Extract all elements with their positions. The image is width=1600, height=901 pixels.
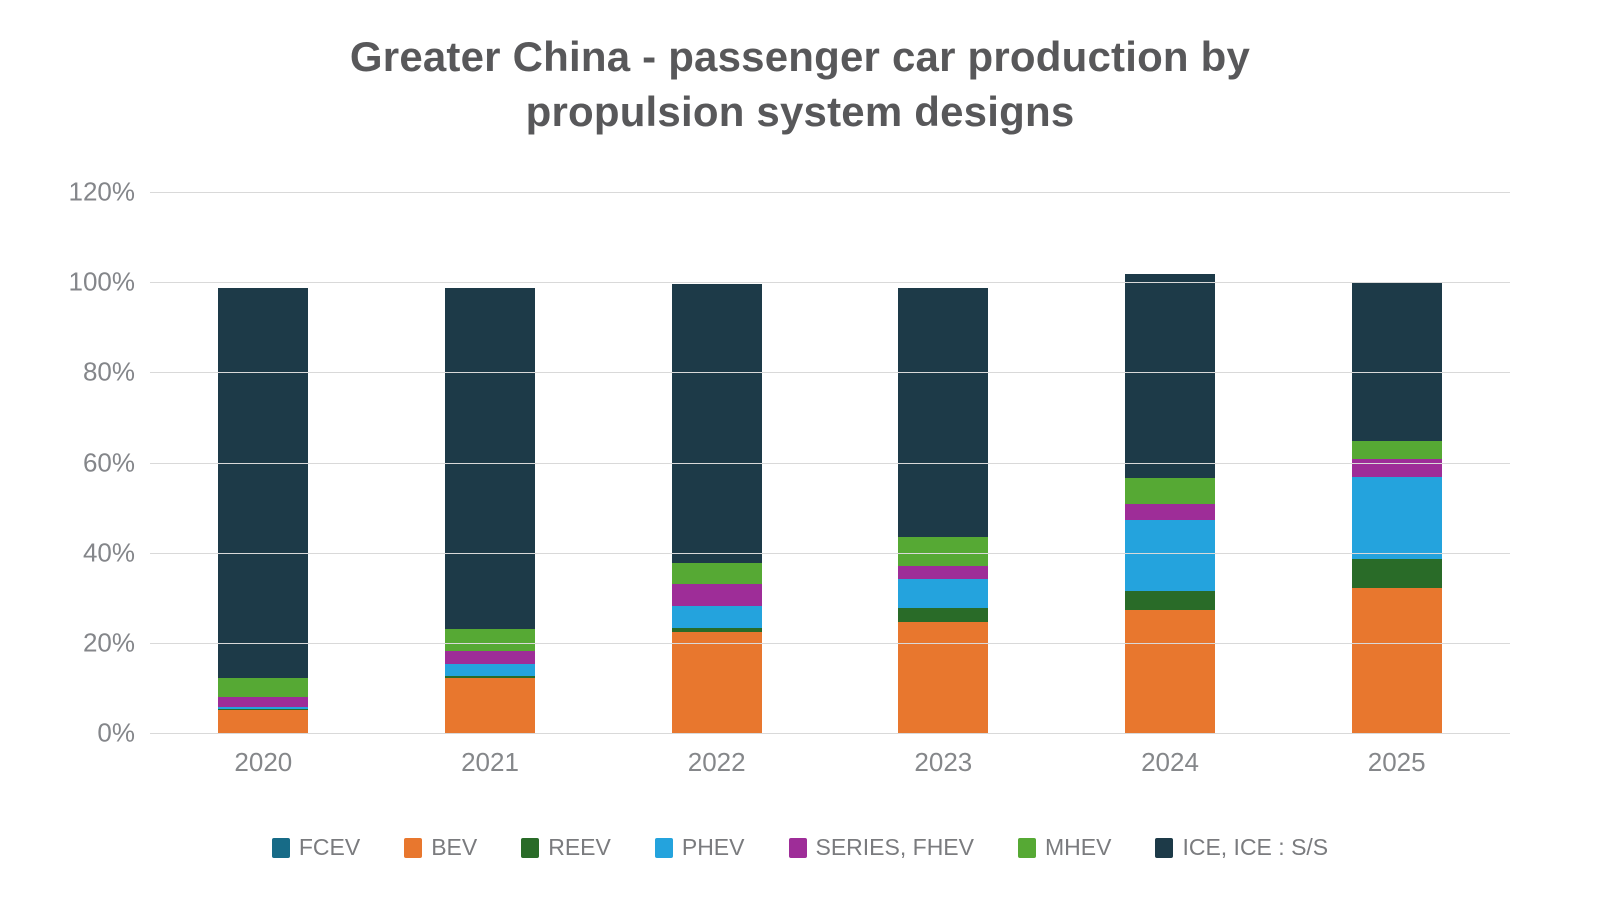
bar-segment-2023-ice-ice-s-s xyxy=(898,287,989,538)
legend-item-fcev: FCEV xyxy=(271,834,361,861)
legend-swatch-icon-fcev xyxy=(271,837,290,858)
bar-segment-2024-ice-ice-s-s xyxy=(1125,274,1216,478)
stacked-bar-2025 xyxy=(1351,283,1442,733)
bar-segment-2021-mhev xyxy=(445,629,535,652)
legend-label-reev: REEV xyxy=(548,834,611,860)
legend-label-phev: PHEV xyxy=(681,834,745,860)
bar-segment-2020-ice-ice-s-s xyxy=(218,287,309,678)
bars-row xyxy=(150,192,1510,733)
legend-item-bev: BEV xyxy=(404,834,477,861)
bar-segment-2020-mhev xyxy=(218,677,309,697)
stacked-bar-2022 xyxy=(671,284,762,733)
stacked-bar-2020 xyxy=(218,287,309,733)
legend-label-series-fhev: SERIES, FHEV xyxy=(815,834,974,860)
x-tick-label-2022: 2022 xyxy=(687,747,746,777)
legend-item-reev: REEV xyxy=(521,834,611,861)
legend-swatch-icon-reev xyxy=(521,837,540,858)
gridline-120 xyxy=(150,192,1510,193)
bar-slot-2024 xyxy=(1057,192,1284,733)
legend-swatch-icon-series-fhev xyxy=(788,837,807,858)
x-axis: 2020 2021 2022 2023 2024 2025 xyxy=(150,747,1510,778)
bar-segment-2025-series-fhev xyxy=(1351,459,1442,477)
bar-segment-2021-series-fhev xyxy=(445,651,535,664)
bar-segment-2022-bev xyxy=(671,631,762,733)
chart-title-line1: Greater China - passenger car production… xyxy=(349,33,1251,80)
bar-slot-2023 xyxy=(830,192,1057,733)
y-axis: 120% 100% 80% 60% 40% 20% 0% xyxy=(35,177,136,748)
legend-swatch-icon-phev xyxy=(654,837,673,858)
bar-segment-2023-bev xyxy=(898,621,989,733)
bar-segment-2023-reev xyxy=(898,607,989,622)
bar-segment-2024-series-fhev xyxy=(1125,504,1216,521)
bar-segment-2020-phev xyxy=(218,706,309,710)
bar-segment-2025-reev xyxy=(1351,559,1442,589)
legend-item-ice-ice-s-s: ICE, ICE : S/S xyxy=(1155,834,1328,861)
y-tick-label-100: 100% xyxy=(68,266,136,297)
bar-segment-2021-bev xyxy=(445,677,535,733)
bar-segment-2022-reev xyxy=(671,627,762,632)
legend-item-phev: PHEV xyxy=(654,834,745,861)
legend-swatch-icon-ice-ice-s-s xyxy=(1155,837,1174,858)
x-tick-label-2025: 2025 xyxy=(1367,747,1426,777)
gridline-0 xyxy=(150,733,1510,734)
bar-segment-2024-mhev xyxy=(1125,477,1216,505)
bar-segment-2024-reev xyxy=(1125,590,1216,611)
chart-title-line2: propulsion system designs xyxy=(525,87,1075,135)
stacked-bar-2023 xyxy=(898,287,989,733)
legend-label-bev: BEV xyxy=(431,834,478,860)
y-tick-label-0: 0% xyxy=(97,717,135,748)
legend-label-mhev: MHEV xyxy=(1044,834,1112,860)
gridline-60 xyxy=(150,462,1510,464)
bar-slot-2022 xyxy=(603,192,830,733)
gridline-20 xyxy=(150,642,1510,644)
y-tick-label-60: 60% xyxy=(82,447,135,477)
legend-item-series-fhev: SERIES, FHEV xyxy=(788,834,974,861)
bar-segment-2025-ice-ice-s-s xyxy=(1351,283,1442,441)
x-tick-label-2024: 2024 xyxy=(1141,747,1199,777)
bar-segment-2022-phev xyxy=(671,606,762,628)
legend-item-mhev: MHEV xyxy=(1017,834,1112,861)
bar-segment-2022-ice-ice-s-s xyxy=(671,284,762,563)
bar-slot-2020 xyxy=(150,192,377,733)
bar-segment-2022-series-fhev xyxy=(671,583,762,607)
legend-swatch-icon-mhev xyxy=(1017,837,1036,858)
bar-segment-2023-series-fhev xyxy=(898,566,989,579)
bar-segment-2023-mhev xyxy=(898,537,989,567)
x-tick-label-2021: 2021 xyxy=(461,747,519,777)
bar-segment-2021-ice-ice-s-s xyxy=(445,287,535,630)
legend-swatch-icon-bev xyxy=(404,837,423,858)
gridline-100 xyxy=(150,282,1510,284)
bar-segment-2022-mhev xyxy=(671,562,762,584)
stacked-bar-2021 xyxy=(445,287,535,733)
bar-segment-2020-reev xyxy=(218,709,309,711)
x-tick-label-2023: 2023 xyxy=(914,747,973,777)
y-tick-label-40: 40% xyxy=(82,537,135,568)
gridline-40 xyxy=(150,552,1510,554)
bar-segment-2020-bev xyxy=(218,710,309,733)
y-tick-label-20: 20% xyxy=(82,627,135,658)
bar-segment-2020-series-fhev xyxy=(218,696,309,707)
bar-segment-2024-phev xyxy=(1125,520,1216,591)
legend: FCEV BEV REEV PHEV SERIES, FHEV MHEV ICE, ICE … xyxy=(0,834,1600,861)
bar-segment-2024-bev xyxy=(1125,610,1216,733)
legend-label-fcev: FCEV xyxy=(298,834,361,860)
bar-segment-2023-phev xyxy=(898,578,989,608)
bar-segment-2025-bev xyxy=(1351,588,1442,733)
x-tick-label-2020: 2020 xyxy=(234,747,293,777)
bar-segment-2025-mhev xyxy=(1351,440,1442,460)
y-tick-label-120: 120% xyxy=(68,176,136,207)
bar-segment-2021-phev xyxy=(445,663,535,676)
bar-segment-2021-reev xyxy=(445,675,535,678)
chart-title: Greater China - passenger car production… xyxy=(0,30,1600,139)
bar-segment-2025-phev xyxy=(1351,476,1442,559)
gridline-80 xyxy=(150,372,1510,374)
plot-area xyxy=(150,192,1510,734)
stacked-bar-2024 xyxy=(1125,274,1216,733)
bar-slot-2021 xyxy=(377,192,604,733)
y-tick-label-80: 80% xyxy=(82,356,135,387)
bar-slot-2025 xyxy=(1283,192,1510,733)
legend-label-ice-ice-s-s: ICE, ICE : S/S xyxy=(1182,834,1329,860)
